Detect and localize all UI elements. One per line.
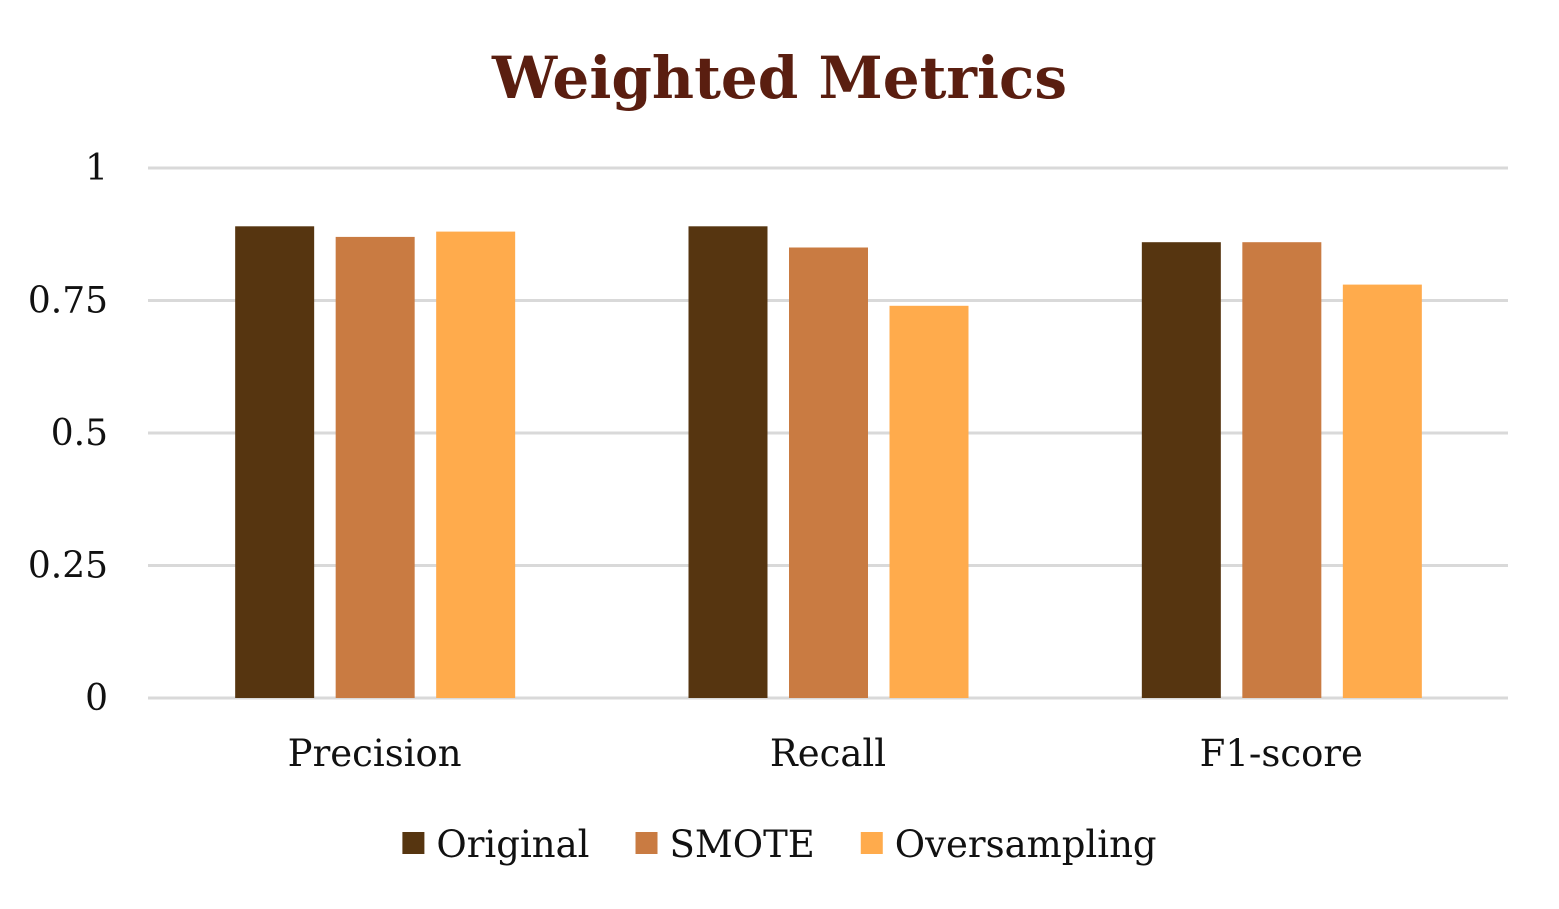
y-tick-label: 0.5: [51, 413, 108, 454]
legend-label: Oversampling: [895, 823, 1157, 866]
y-tick-label: 0.25: [28, 546, 108, 587]
bar-oversampling-precision: [436, 231, 516, 698]
bar-smote-precision: [335, 236, 415, 698]
x-category-label: F1-score: [1200, 732, 1363, 775]
x-category-label: Recall: [770, 732, 886, 775]
bar-smote-recall: [789, 247, 868, 698]
bar-original-recall: [688, 226, 768, 699]
bar-oversampling-recall: [889, 305, 969, 698]
y-axis-tick-labels: 0 0.25 0.5 0.75 1: [28, 148, 108, 719]
bar-oversampling-f1-score: [1342, 284, 1422, 698]
bars: [235, 226, 1422, 699]
y-tick-label: 0.75: [28, 281, 108, 322]
bar-original-f1-score: [1141, 242, 1221, 698]
legend-swatch: [402, 832, 425, 854]
legend-label: SMOTE: [670, 823, 815, 866]
legend-swatch: [635, 832, 658, 854]
legend-label: Original: [436, 823, 589, 866]
legend-swatch: [860, 832, 883, 854]
legend-item-smote: SMOTE: [635, 823, 815, 866]
bar-original-precision: [235, 226, 315, 699]
legend-item-original: Original: [402, 823, 590, 866]
legend: Original SMOTE Oversampling: [402, 823, 1157, 866]
x-category-label: Precision: [288, 732, 462, 775]
y-tick-label: 0: [85, 678, 108, 719]
bar-smote-f1-score: [1242, 242, 1322, 698]
legend-item-oversampling: Oversampling: [860, 823, 1157, 866]
chart-title: Weighted Metrics: [491, 44, 1067, 112]
x-axis-category-labels: Precision Recall F1-score: [288, 732, 1363, 775]
y-tick-label: 1: [85, 148, 108, 189]
